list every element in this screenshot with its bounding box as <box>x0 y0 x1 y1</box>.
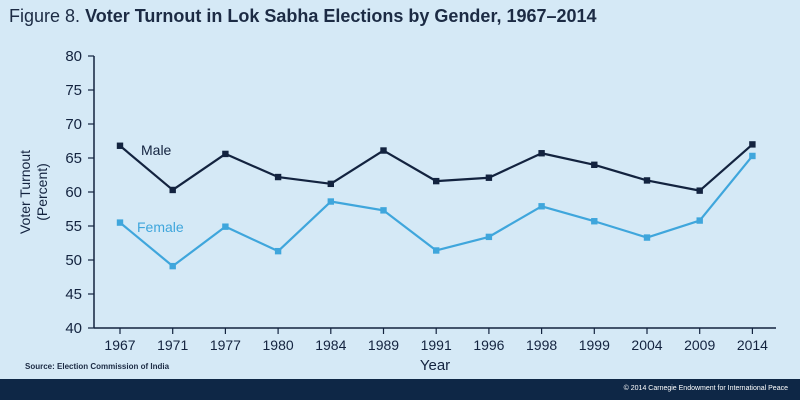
x-tick-label: 1989 <box>368 337 399 353</box>
female-data-point <box>222 223 229 230</box>
male-data-point <box>274 173 282 181</box>
female-data-point <box>643 234 651 241</box>
y-tick-label: 50 <box>65 252 82 269</box>
line-chart: 40 45 50 55 60 65 70 75 80 1967 1971 1977 1980 1984 19… <box>17 48 776 374</box>
y-tick-label: 40 <box>65 320 82 337</box>
female-data-point <box>696 217 703 224</box>
male-series-label: Male <box>141 142 172 158</box>
female-series-label: Female <box>137 219 184 235</box>
figure-label: Figure 8. <box>9 6 81 26</box>
male-data-point <box>169 186 176 194</box>
male-data-point <box>327 180 334 188</box>
male-data-point <box>116 142 124 149</box>
source-note: Source: Election Commission of India <box>25 362 170 371</box>
male-data-point <box>380 147 387 154</box>
male-data-point <box>222 150 229 158</box>
male-data-point <box>749 141 756 148</box>
female-data-point <box>485 233 493 241</box>
x-tick-label: 1971 <box>157 337 188 353</box>
y-tick-label: 45 <box>65 286 82 303</box>
female-data-point <box>169 262 176 270</box>
y-tick-label: 70 <box>65 116 82 133</box>
x-tick-label: 2009 <box>684 337 715 353</box>
y-tick-label: 75 <box>65 82 82 99</box>
chart-title: Figure 8. Voter Turnout in Lok Sabha Ele… <box>9 6 597 27</box>
y-tick-label: 80 <box>65 48 82 65</box>
x-tick-label: 1991 <box>421 337 452 353</box>
x-tick-label: 1998 <box>526 337 557 353</box>
copyright-text: © 2014 Carnegie Endowment for Internatio… <box>623 385 788 392</box>
male-data-point <box>643 177 651 184</box>
x-tick-label: 1967 <box>104 337 135 353</box>
male-data-point <box>591 161 598 168</box>
y-tick-label: 55 <box>65 218 82 235</box>
female-data-point <box>538 203 545 210</box>
x-tick-label: 1999 <box>579 337 610 353</box>
figure-title: Voter Turnout in Lok Sabha Elections by … <box>85 6 597 26</box>
female-data-point <box>274 247 282 255</box>
female-data-point <box>749 152 756 160</box>
x-tick-label: 1984 <box>315 337 346 353</box>
y-axis-title: Voter Turnout(Percent) <box>17 150 50 234</box>
x-tick-label: 2014 <box>737 337 768 353</box>
y-axis-title-line: Voter Turnout <box>17 150 33 234</box>
y-tick-label: 60 <box>65 184 82 201</box>
female-data-point <box>433 247 440 254</box>
y-tick-label: 65 <box>65 150 82 167</box>
male-data-point <box>485 174 493 181</box>
x-tick-label: 1977 <box>210 337 241 353</box>
female-data-point <box>116 219 124 226</box>
male-data-point <box>696 187 703 194</box>
x-tick-label: 1996 <box>473 337 504 353</box>
female-data-point <box>327 198 334 205</box>
x-tick-label: 2004 <box>631 337 662 353</box>
x-tick-label: 1980 <box>263 337 294 353</box>
male-data-point <box>433 177 440 185</box>
female-data-point <box>380 207 387 214</box>
y-axis-title-line: (Percent) <box>34 163 50 221</box>
footer-bar: © 2014 Carnegie Endowment for Internatio… <box>0 379 800 400</box>
male-data-point <box>538 150 545 157</box>
x-axis-title: Year <box>420 357 450 374</box>
female-data-point <box>591 218 598 225</box>
